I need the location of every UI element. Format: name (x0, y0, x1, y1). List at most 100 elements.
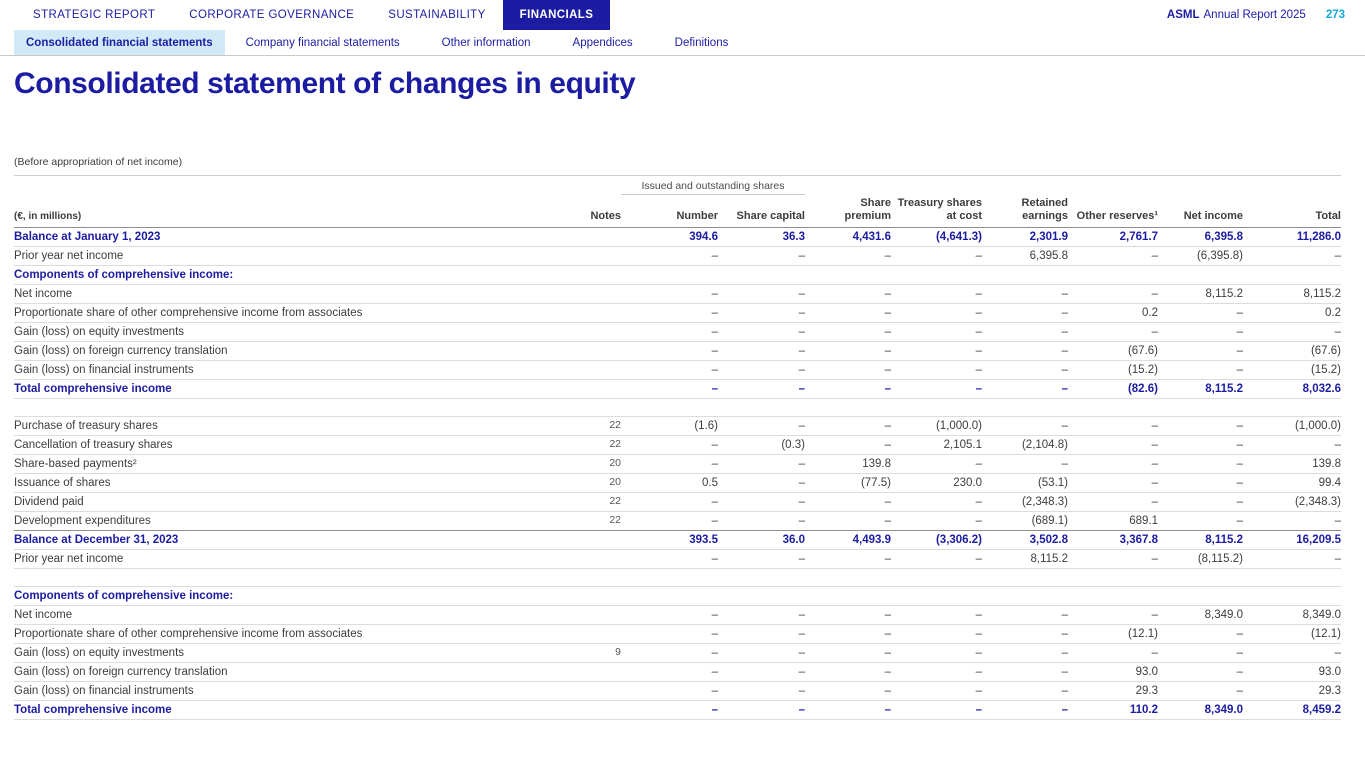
subnav-item-company-financial-statements[interactable]: Company financial statements (245, 36, 400, 49)
row-value: 4,431.6 (805, 227, 891, 247)
row-value: – (1068, 605, 1158, 625)
row-value: – (1158, 624, 1243, 644)
topnav-item-sustainability[interactable]: SUSTAINABILITY (388, 9, 486, 21)
row-value: 0.2 (1068, 303, 1158, 323)
row-value: – (1158, 681, 1243, 701)
unit-label: (€, in millions) (14, 194, 575, 228)
row-value: (1.6) (621, 416, 718, 436)
row-label: Net income (14, 284, 575, 304)
row-note (575, 227, 621, 247)
row-label: Prior year net income (14, 549, 575, 569)
row-note (575, 605, 621, 625)
row-value (1068, 265, 1158, 285)
row-value (621, 586, 718, 606)
row-note: 22 (575, 511, 621, 531)
row-value (982, 265, 1068, 285)
row-value: 8,115.2 (1158, 379, 1243, 399)
row-value: 689.1 (1068, 511, 1158, 531)
row-value: – (621, 360, 718, 380)
subnav-item-definitions[interactable]: Definitions (674, 36, 729, 49)
row-note (575, 681, 621, 701)
row-value: – (1068, 492, 1158, 512)
row-value: – (621, 454, 718, 474)
row-value: (1,000.0) (891, 416, 982, 436)
row-value: (3,306.2) (891, 530, 982, 550)
row-value: – (805, 322, 891, 342)
row-label: Gain (loss) on financial instruments (14, 360, 575, 380)
row-value: – (1158, 511, 1243, 531)
table-row: Proportionate share of other comprehensi… (14, 303, 1341, 323)
row-value: 11,286.0 (1243, 227, 1341, 247)
row-value: – (621, 700, 718, 720)
row-value (805, 265, 891, 285)
row-label: Components of comprehensive income: (14, 265, 575, 285)
row-value: – (982, 341, 1068, 361)
row-value: – (805, 511, 891, 531)
row-value: – (621, 435, 718, 455)
topnav-item-financials[interactable]: FINANCIALS (502, 0, 611, 30)
row-value (1243, 586, 1341, 606)
row-value: (15.2) (1068, 360, 1158, 380)
row-value: – (891, 303, 982, 323)
topnav-item-corporate-governance[interactable]: CORPORATE GOVERNANCE (189, 9, 355, 21)
row-value: 93.0 (1243, 662, 1341, 682)
table-row: Share-based payments² 20– –139.8– – – –139.8 (14, 454, 1341, 474)
row-value: – (718, 700, 805, 720)
row-value: – (1158, 454, 1243, 474)
row-label: Development expenditures (14, 511, 575, 531)
row-value: 2,105.1 (891, 435, 982, 455)
row-note (575, 379, 621, 399)
row-value: (12.1) (1243, 624, 1341, 644)
row-value: (8,115.2) (1158, 549, 1243, 569)
table-row: Cancellation of treasury shares 22– (0.3) –… (14, 435, 1341, 455)
row-value: – (805, 643, 891, 663)
row-value: – (621, 605, 718, 625)
subnav-item-consolidated-financial-statements[interactable]: Consolidated financial statements (14, 30, 225, 55)
row-note: 22 (575, 416, 621, 436)
row-label: Dividend paid (14, 492, 575, 512)
row-value: 99.4 (1243, 473, 1341, 493)
row-value (1158, 586, 1243, 606)
row-value: – (718, 643, 805, 663)
row-label: Cancellation of treasury shares (14, 435, 575, 455)
table-row: Purchase of treasury shares 22 (1.6) – – (1,0… (14, 416, 1341, 436)
row-value: – (805, 605, 891, 625)
row-value: – (718, 473, 805, 493)
row-value: – (891, 454, 982, 474)
row-value: – (805, 416, 891, 436)
topnav-item-strategic-report[interactable]: STRATEGIC REPORT (33, 9, 156, 21)
col-header-treasury-shares: Treasury shares at cost (891, 194, 982, 228)
row-label: Gain (loss) on equity investments (14, 322, 575, 342)
row-value: – (805, 379, 891, 399)
row-value: – (1158, 435, 1243, 455)
table-row: Development expenditures 22– – – – (689.1) 689… (14, 511, 1341, 531)
group-header-row: Issued and outstanding shares (14, 175, 1341, 196)
row-value: 6,395.8 (982, 246, 1068, 266)
row-value: (77.5) (805, 473, 891, 493)
row-value (718, 586, 805, 606)
row-note (575, 265, 621, 285)
row-note (575, 341, 621, 361)
subnav-item-other-information[interactable]: Other information (441, 36, 531, 49)
row-value: – (805, 492, 891, 512)
row-value: – (982, 303, 1068, 323)
col-header-notes: Notes (575, 194, 621, 228)
page-title: Consolidated statement of changes in equ… (14, 67, 636, 100)
row-value: – (1158, 643, 1243, 663)
row-value: – (982, 322, 1068, 342)
table-row: Total comprehensive income – – – – – (82.6) 8,1… (14, 379, 1341, 399)
table-row: Net income – – – – – –8,349.0 8,349.0 (14, 605, 1341, 625)
row-note (575, 549, 621, 569)
subnav-item-appendices[interactable]: Appendices (572, 36, 633, 49)
row-value: – (718, 284, 805, 304)
row-value: 2,761.7 (1068, 227, 1158, 247)
row-value (1158, 265, 1243, 285)
row-value (621, 265, 718, 285)
row-value: – (982, 643, 1068, 663)
row-value: – (1068, 416, 1158, 436)
col-header-other-reserves: Other reserves¹ (1068, 194, 1158, 228)
row-value: (53.1) (982, 473, 1068, 493)
row-value: – (718, 662, 805, 682)
row-label: Issuance of shares (14, 473, 575, 493)
row-value: (689.1) (982, 511, 1068, 531)
